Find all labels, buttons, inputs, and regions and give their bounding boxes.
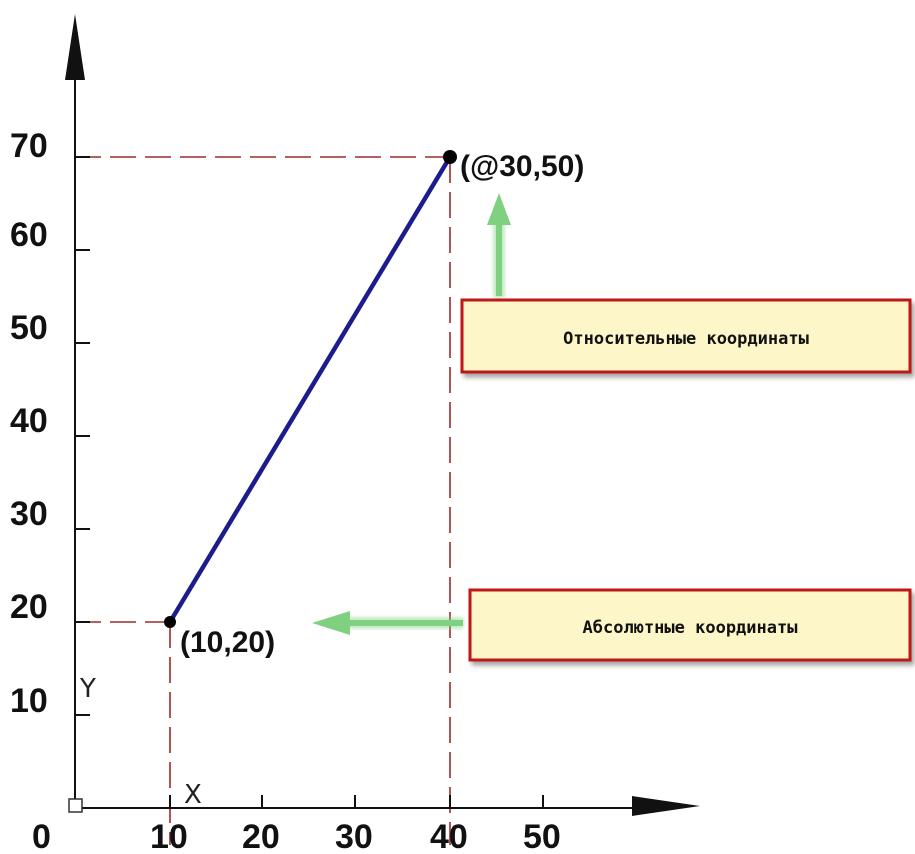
ucs-y-label: Y	[79, 674, 96, 704]
x-axis-arrow-icon	[632, 796, 700, 816]
x-tick-label: 10	[150, 818, 188, 854]
relative-arrow-icon	[487, 193, 511, 298]
y-tick-labels: 10 20 30 40 50 60 70	[10, 127, 48, 720]
y-tick-label: 70	[10, 127, 48, 165]
x-tick-label: 20	[242, 818, 280, 854]
origin-label: 0	[32, 818, 51, 854]
start-point-label: (10,20)	[180, 626, 275, 659]
y-tick-label: 60	[10, 216, 48, 254]
absolute-callout-text: Абсолютные координаты	[583, 618, 798, 638]
absolute-arrow-icon	[312, 611, 464, 635]
y-tick-label: 10	[10, 682, 48, 720]
ucs-icon: Y X	[68, 674, 202, 813]
end-point	[443, 150, 457, 164]
y-tick-label: 30	[10, 495, 48, 533]
relative-callout-text: Относительные координаты	[563, 329, 809, 349]
x-tick-label: 50	[523, 818, 561, 854]
absolute-callout: Абсолютные координаты	[468, 588, 912, 662]
x-tick-label: 40	[430, 818, 468, 854]
axes	[65, 14, 700, 816]
segment-line	[167, 154, 453, 625]
guide-lines	[75, 156, 451, 845]
start-point	[164, 616, 176, 628]
x-tick-labels: 0 10 20 30 40 50	[32, 818, 561, 854]
y-axis-arrow-icon	[65, 14, 85, 80]
ucs-x-label: X	[184, 780, 202, 810]
ucs-origin-square-icon	[68, 798, 83, 813]
x-tick-label: 30	[335, 818, 373, 854]
relative-callout: Относительные координаты	[460, 298, 912, 374]
y-tick-label: 40	[10, 402, 48, 440]
y-tick-label: 50	[10, 309, 48, 347]
end-point-label: (@30,50)	[460, 150, 584, 183]
y-tick-label: 20	[10, 588, 48, 626]
